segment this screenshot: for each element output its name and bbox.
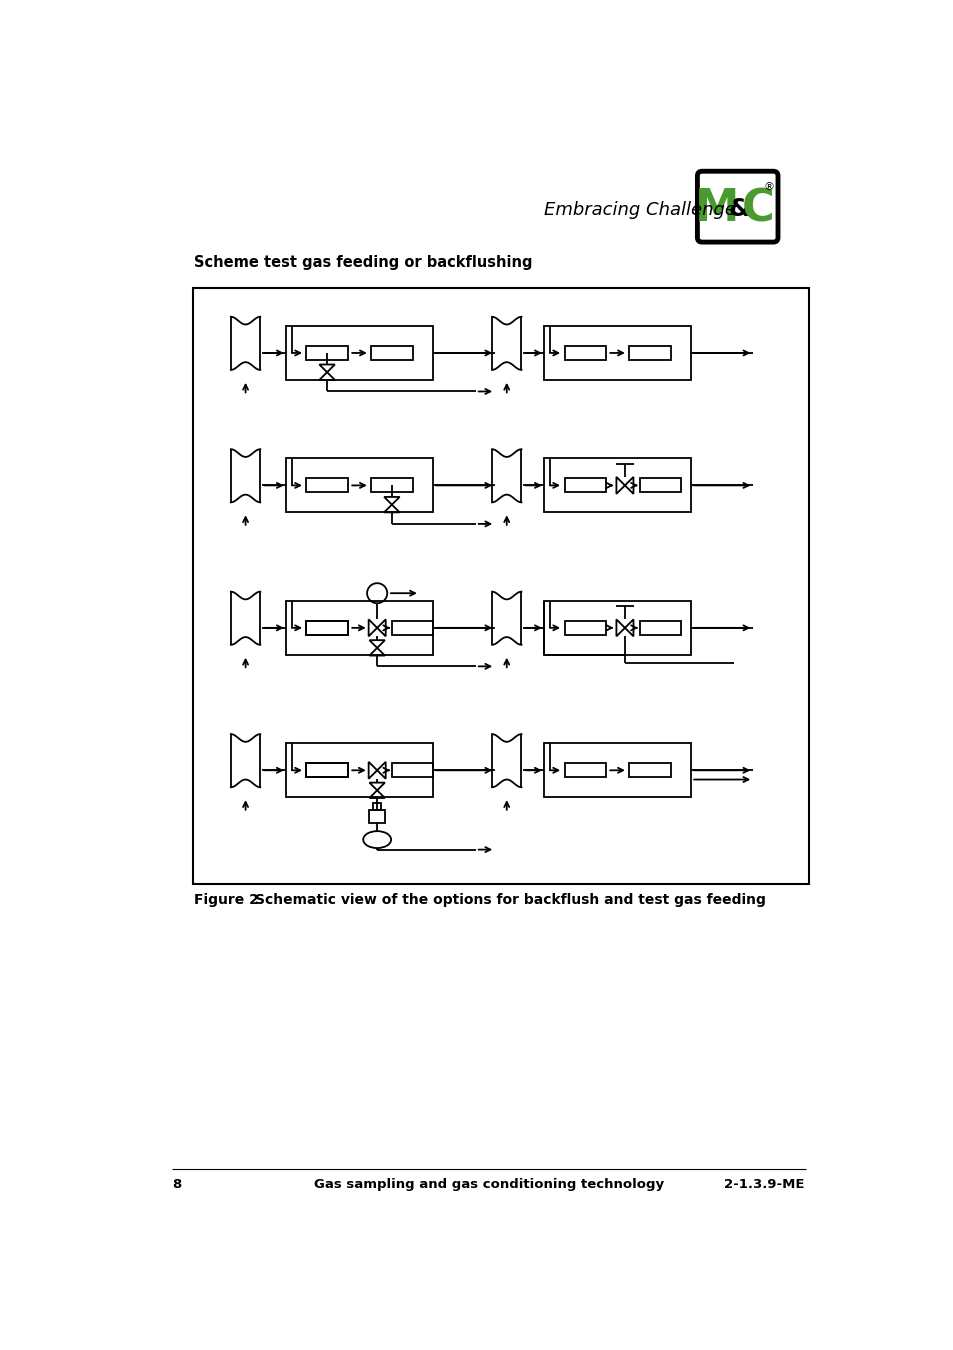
Text: C: C [740, 188, 774, 231]
Text: Scheme test gas feeding or backflushing: Scheme test gas feeding or backflushing [194, 255, 533, 270]
Bar [306, 478, 347, 493]
Bar [286, 459, 433, 513]
Bar [306, 763, 347, 778]
Text: &: & [727, 197, 749, 221]
Text: ®: ® [763, 182, 774, 192]
Bar [306, 621, 347, 634]
Bar [373, 803, 380, 810]
Bar [543, 325, 691, 379]
Bar [639, 478, 680, 493]
Text: Figure 2: Figure 2 [194, 892, 259, 907]
Bar [543, 744, 691, 798]
Text: Gas sampling and gas conditioning technology: Gas sampling and gas conditioning techno… [314, 1179, 663, 1191]
Bar [543, 459, 691, 513]
Bar [629, 346, 670, 360]
Bar [371, 478, 412, 493]
Bar [564, 621, 605, 634]
Bar [369, 810, 384, 824]
Text: 2-1.3.9-ME: 2-1.3.9-ME [723, 1179, 803, 1191]
Bar [286, 601, 433, 655]
Bar [306, 763, 347, 778]
Bar [392, 621, 433, 634]
Bar [543, 601, 691, 655]
Bar [392, 763, 433, 778]
Text: 8: 8 [172, 1179, 181, 1191]
Text: Schematic view of the options for backflush and test gas feeding: Schematic view of the options for backfl… [254, 892, 765, 907]
Bar [629, 763, 670, 778]
Bar [286, 325, 433, 379]
Bar [564, 478, 605, 493]
Bar [193, 288, 808, 884]
Bar [564, 763, 605, 778]
Bar [306, 621, 347, 634]
Bar [306, 346, 347, 360]
FancyBboxPatch shape [697, 171, 778, 242]
Text: Embracing Challenge: Embracing Challenge [543, 201, 736, 219]
Text: M: M [695, 188, 739, 231]
Bar [286, 744, 433, 798]
Bar [564, 346, 605, 360]
Bar [639, 621, 680, 634]
Bar [371, 346, 412, 360]
